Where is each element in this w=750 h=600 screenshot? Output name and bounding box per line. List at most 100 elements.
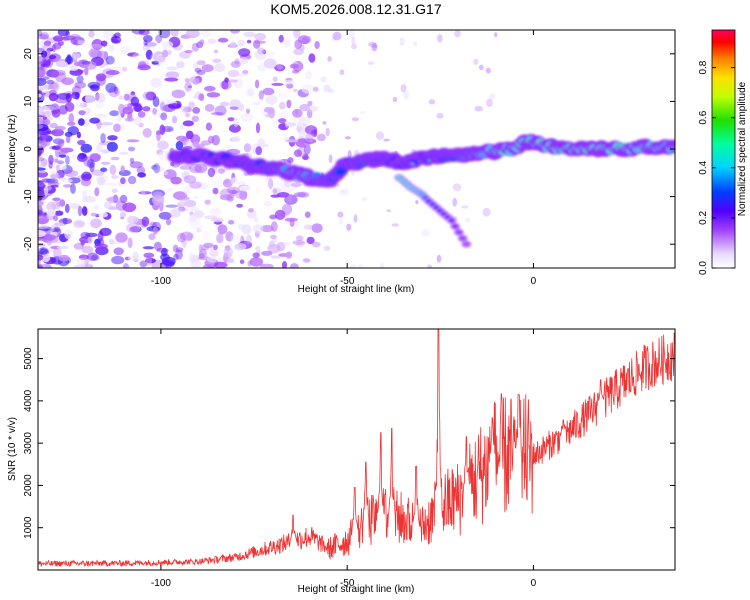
spectrogram-noise-blob — [137, 111, 146, 118]
spectrogram-noise-blob — [158, 211, 172, 220]
spectrogram-noise-blob — [95, 92, 100, 101]
spectrogram-x-tick-label: -100 — [151, 276, 171, 287]
spectrogram-noise-blob — [239, 189, 248, 201]
spectrogram-ridge-cell — [674, 144, 675, 151]
spectrogram-noise-blob — [51, 128, 64, 137]
spectrogram-noise-blob — [143, 252, 155, 258]
spectrogram-noise-blob — [328, 154, 333, 163]
spectrogram-noise-blob — [301, 155, 310, 161]
spectrogram-ridge-cell — [676, 145, 682, 149]
spectrogram-noise-blob — [130, 96, 140, 106]
spectrogram-noise-blob — [353, 214, 358, 223]
spectrogram-noise-blob — [151, 194, 165, 206]
spectrogram-noise-blob — [230, 60, 241, 68]
spectrogram-noise-blob — [160, 112, 168, 121]
spectrogram-noise-blob — [153, 166, 164, 173]
spectrogram-noise-blob — [295, 241, 305, 248]
spectrogram-noise-blob — [325, 127, 330, 137]
spectrogram-noise-blob — [314, 41, 320, 49]
spectrogram-noise-blob — [110, 36, 122, 44]
spectrogram-noise-blob — [80, 173, 86, 181]
spectrogram-noise-blob — [281, 203, 293, 215]
spectrogram-noise-blob — [107, 135, 118, 141]
spectrogram-noise-blob — [47, 181, 60, 187]
spectrogram-noise-blob — [299, 103, 311, 112]
snr-panel: -100 -50 0 1000 2000 3000 4000 5000 Height of s… — [7, 328, 676, 595]
spectrogram-noise-blob — [230, 30, 240, 34]
spectrogram-noise-blob — [167, 103, 182, 109]
spectrogram-noise-blob — [88, 30, 95, 38]
spectrogram-noise-blob — [184, 199, 197, 208]
spectrogram-noise-blob — [295, 235, 304, 242]
spectrogram-noise-blob — [261, 250, 273, 256]
spectrogram-noise-blob — [87, 159, 95, 169]
spectrogram-noise-blob — [227, 79, 238, 83]
spectrogram-noise-blob — [127, 175, 137, 185]
spectrogram-noise-blob — [38, 55, 47, 65]
spectrogram-noise-blob — [38, 201, 44, 207]
spectrogram-noise-blob — [182, 120, 194, 127]
spectrogram-noise-blob — [322, 121, 327, 125]
spectrogram-noise-blob — [192, 78, 200, 85]
spectrogram-noise-blob — [176, 196, 190, 201]
spectrogram-noise-blob — [56, 93, 71, 100]
spectrogram-noise-blob — [276, 241, 286, 252]
spectrogram-noise-blob — [461, 205, 469, 209]
spectrogram-noise-blob — [485, 67, 491, 74]
spectrogram-noise-blob — [46, 209, 56, 216]
spectrogram-noise-blob — [132, 52, 146, 61]
spectrogram-noise-blob — [81, 245, 94, 254]
spectrogram-branch-cell — [463, 242, 470, 247]
spectrogram-noise-blob — [272, 76, 278, 82]
spectrogram-noise-blob — [58, 154, 67, 158]
spectrogram-noise-blob — [239, 185, 252, 192]
spectrogram-noise-blob — [293, 30, 301, 39]
spectrogram-noise-blob — [68, 113, 75, 124]
spectrogram-noise-blob — [41, 50, 48, 58]
spectrogram-noise-blob — [337, 211, 344, 218]
spectrogram-noise-blob — [202, 230, 210, 241]
spectrogram-noise-blob — [84, 173, 92, 180]
spectrogram-noise-blob — [286, 82, 294, 89]
spectrogram-noise-blob — [80, 178, 92, 187]
spectrogram-noise-blob — [132, 251, 139, 260]
spectrogram-noise-blob — [257, 47, 265, 55]
spectrogram-noise-blob — [71, 91, 80, 100]
spectrogram-noise-blob — [129, 161, 143, 169]
spectrogram-noise-blob — [236, 203, 244, 208]
spectrogram-marks — [38, 30, 685, 268]
spectrogram-noise-blob — [135, 202, 144, 214]
spectrogram-noise-blob — [317, 133, 326, 142]
spectrogram-y-tick-label: 0 — [23, 146, 34, 152]
spectrogram-noise-blob — [110, 156, 120, 161]
spectrogram-noise-blob — [301, 37, 310, 45]
spectrogram-noise-blob — [217, 224, 228, 235]
spectrogram-noise-blob — [252, 224, 264, 234]
spectrogram-noise-blob — [122, 202, 137, 213]
colorbar-scale — [711, 29, 736, 269]
spectrogram-noise-blob — [351, 117, 360, 122]
spectrogram-noise-blob — [180, 231, 194, 241]
spectrogram-noise-blob — [118, 95, 125, 101]
spectrogram-y-tick-label: -10 — [23, 189, 34, 204]
spectrogram-noise-blob — [219, 101, 230, 107]
spectrogram-noise-blob — [142, 246, 155, 250]
colorbar-ticks: 0.0 0.2 0.4 0.6 0.8 — [698, 60, 735, 275]
spectrogram-noise-blob — [473, 58, 479, 65]
spectrogram-noise-blob — [50, 82, 58, 90]
spectrogram-noise-blob — [283, 80, 295, 85]
spectrogram-noise-blob — [306, 236, 315, 245]
spectrogram-noise-blob — [80, 143, 93, 153]
spectrogram-noise-blob — [173, 253, 179, 261]
spectrogram-ridge-cell — [679, 146, 685, 150]
spectrogram-noise-blob — [100, 161, 111, 165]
spectrogram-noise-blob — [248, 208, 254, 213]
spectrogram-noise-blob — [38, 209, 44, 217]
spectrogram-branch-cell — [455, 230, 462, 235]
spectrogram-noise-blob — [129, 226, 140, 233]
spectrogram-noise-blob — [38, 124, 44, 130]
spectrogram-noise-blob — [46, 178, 59, 184]
spectrogram-noise-blob — [78, 118, 85, 126]
spectrogram-noise-blob — [50, 184, 59, 188]
spectrogram-noise-blob — [243, 143, 252, 153]
